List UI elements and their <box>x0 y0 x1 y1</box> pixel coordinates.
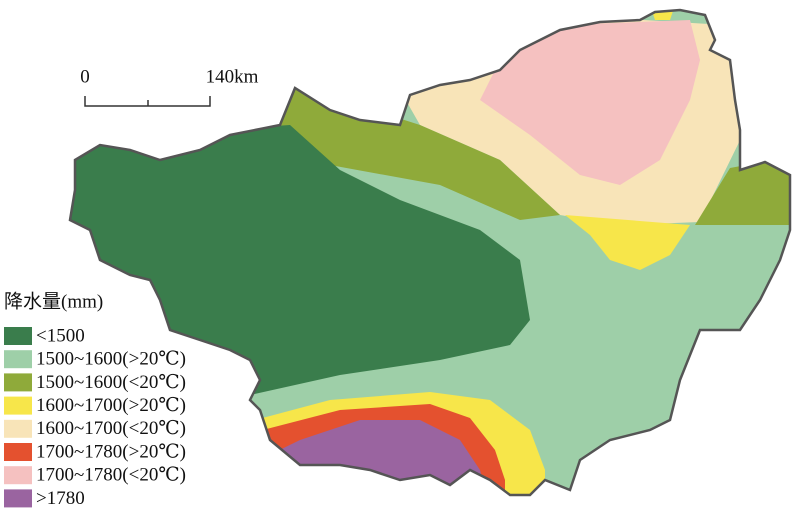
legend-swatch <box>4 443 32 461</box>
legend-label: 1500~1600(<20℃) <box>36 372 186 393</box>
legend-title: 降水量(mm) <box>4 290 103 312</box>
legend-swatch <box>4 327 32 345</box>
scale-bar <box>84 96 211 107</box>
legend-swatch <box>4 489 32 508</box>
legend-label: 1700~1780(<20℃) <box>36 465 186 486</box>
scale-start: 0 <box>80 66 90 87</box>
legend-label: 1500~1600(>20℃) <box>36 349 186 370</box>
legend-swatch <box>4 466 32 485</box>
legend-label: 1600~1700(>20℃) <box>36 395 186 416</box>
zone <box>565 215 690 270</box>
legend-swatch <box>4 350 32 369</box>
legend-label: 1600~1700(<20℃) <box>36 418 186 439</box>
legend-swatch <box>4 373 32 392</box>
legend-label: >1780 <box>36 488 85 509</box>
legend-swatch <box>4 396 32 415</box>
legend-swatch <box>4 419 32 438</box>
zone <box>695 155 790 225</box>
legend-label: <1500 <box>36 325 85 346</box>
zone <box>480 20 700 185</box>
scale-end: 140km <box>206 66 259 87</box>
legend-label: 1700~1780(>20℃) <box>36 441 186 462</box>
legend: <15001500~1600(>20℃)1500~1600(<20℃)1600~… <box>4 325 186 509</box>
